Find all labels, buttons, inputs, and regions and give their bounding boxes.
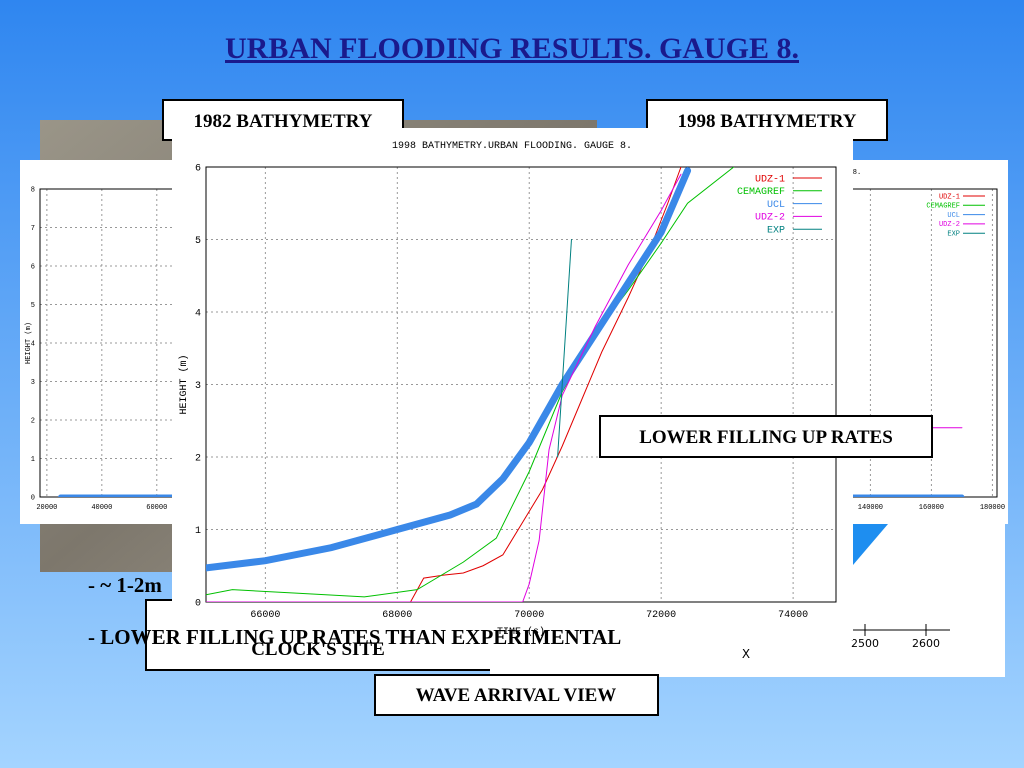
y-tick-label: 6 [31,263,35,271]
fragment: 2500 2600 X [742,624,940,661]
legend-label: UDZ-1 [939,193,960,201]
chart-title: 8. [853,169,861,177]
x-tick-label: 180000 [980,504,1005,512]
legend-label: UDZ-2 [755,213,785,224]
x-tick-label: 60000 [146,504,167,512]
x-tick-label: 20000 [36,504,57,512]
legend-label: UDZ-2 [939,221,960,229]
y-tick-label: 8 [31,186,35,194]
x-tick-label: 40000 [91,504,112,512]
x-tick-label: 72000 [646,610,676,621]
bullet: - ~ 1-2m [88,573,162,597]
y-tick-label: 4 [195,308,201,319]
legend-label: EXP [947,231,960,239]
shape [853,524,888,565]
x-tick-label: 70000 [514,610,544,621]
y-axis-label: HEIGHT (m) [25,322,33,364]
y-tick-label: 0 [31,494,35,502]
y-tick-label: 6 [195,163,201,174]
y-tick-label: 1 [31,456,35,464]
legend-label: UCL [767,200,785,211]
y-tick-label: 5 [195,236,201,247]
label: WAVE ARRIVAL VIEW [416,685,617,706]
series-line [206,167,735,598]
y-axis-label: HEIGHT (m) [178,354,190,414]
y-tick-label: 3 [31,379,35,387]
series-line [206,173,682,602]
x-tick-label: 66000 [250,610,280,621]
legend-label: CEMAGREF [926,203,960,211]
series-line [557,239,572,458]
x-tick-label: 74000 [778,610,808,621]
x-tick-label: 140000 [858,504,883,512]
bullet: - LOWER FILLING UP RATES THAN EXPERIMENT… [88,625,621,649]
plot-area [206,167,735,602]
series-line [206,167,692,572]
y-tick-label: 2 [195,453,201,464]
legend-label: CEMAGREF [737,187,785,198]
label: 1982 BATHYMETRY [194,111,373,132]
label-box [599,415,933,458]
y-tick-label: 5 [31,302,35,310]
label-box [374,674,659,716]
y-tick-label: 4 [31,340,35,348]
label: CLOCK'S SITE [251,639,385,660]
y-tick-label: 3 [195,381,201,392]
legend-label: UCL [947,212,960,220]
chart-front: 66000 68000 70000 72000 74000 0 1 2 3 4 5 6 1998 BAT… [172,128,853,640]
x-tick-label: 160000 [919,504,944,512]
x-tick-label: 2500 [851,637,879,650]
legend-label: EXP [767,226,785,237]
y-tick-label: 2 [31,417,35,425]
x-axis-label: X [742,647,750,661]
label: LOWER FILLING UP RATES [639,427,893,448]
x-tick-label: 68000 [382,610,412,621]
legend-label: UDZ-1 [755,174,785,185]
x-tick-label: 2600 [912,637,940,650]
y-tick-label: 0 [195,598,201,609]
slide-title: URBAN FLOODING RESULTS. GAUGE 8. [225,32,799,65]
chart-title: 1998 BATHYMETRY.URBAN FLOODING. GAUGE 8. [392,141,632,152]
x-axis-label: TIME (s) [497,626,545,638]
y-tick-label: 1 [195,526,201,537]
label: 1998 BATHYMETRY [678,111,857,132]
chart: 66000 68000 70000 72000 74000 0 1 2 3 4 5 6 1998 BAT… [172,128,853,640]
y-tick-label: 7 [31,225,35,233]
